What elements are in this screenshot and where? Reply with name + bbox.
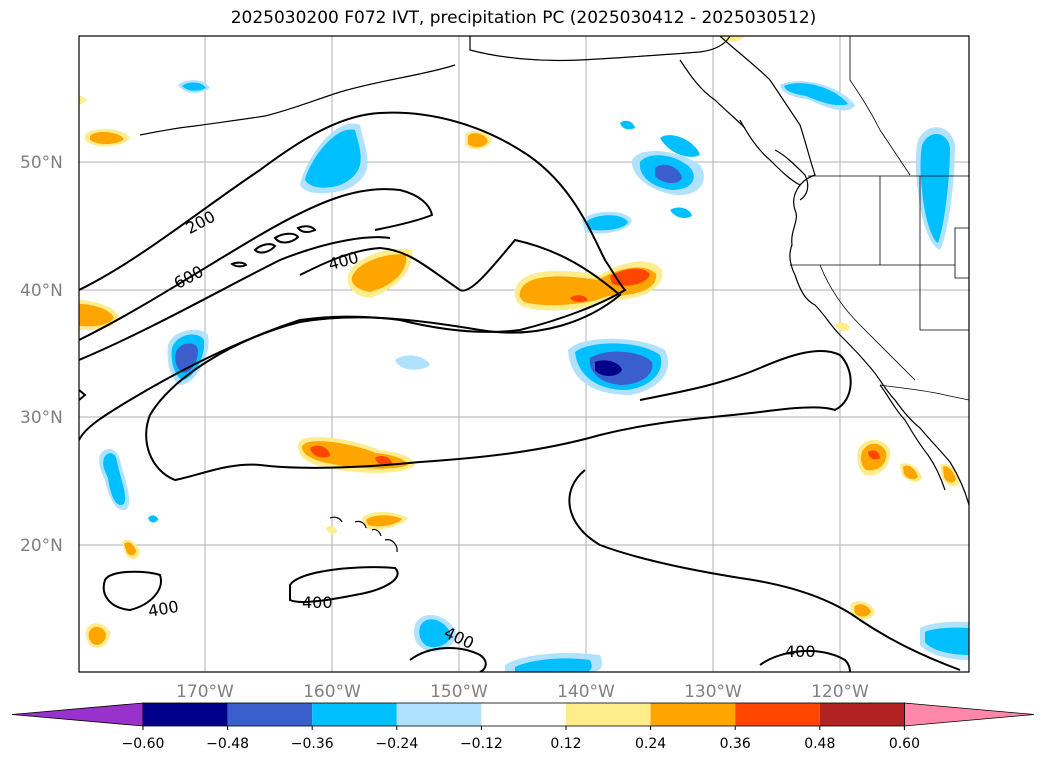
contour-400-bottom	[409, 647, 487, 672]
colorbar-segment	[143, 703, 228, 726]
colorbar-tick-label: 0.24	[635, 736, 666, 752]
lat-label-40n: 40°N	[20, 281, 63, 301]
border-us-mexico	[879, 384, 969, 401]
coast-alaska-south	[469, 36, 731, 62]
blob-neg-16	[148, 515, 158, 523]
lat-label-50n: 50°N	[20, 153, 63, 173]
hawaii	[329, 516, 398, 553]
latitude-labels: 50°N 40°N 30°N 20°N	[20, 153, 63, 556]
colorbar-segment	[227, 703, 313, 726]
ivt-contours	[79, 111, 961, 672]
aleutians	[139, 64, 456, 136]
blob-pos-15	[835, 322, 850, 332]
map-frame	[78, 35, 970, 673]
colorbar: −0.60 −0.48 −0.36 −0.24 −0.12 0.12 0.24 0.36 0.4…	[11, 702, 1035, 752]
contour-400-small-1	[102, 570, 162, 612]
colorbar-tick-label: 0.60	[889, 736, 920, 752]
vancouver-island	[774, 149, 809, 201]
contour-left-edge	[79, 389, 87, 401]
coastlines	[139, 36, 969, 553]
lon-label-160w: 160°W	[303, 682, 361, 702]
border-states-3	[919, 176, 969, 331]
lon-label-150w: 150°W	[430, 682, 488, 702]
lat-label-20n: 20°N	[20, 536, 63, 556]
blob-neg-7	[395, 355, 430, 370]
border-alaska	[849, 36, 911, 176]
colorbar-segment	[650, 703, 736, 726]
lat-label-30n: 30°N	[20, 408, 63, 428]
colorbar-tick-label: −0.60	[122, 736, 165, 752]
contour-600	[79, 188, 434, 341]
colorbar-segment	[396, 703, 482, 726]
lon-label-130w: 130°W	[684, 682, 742, 702]
border-states-4	[819, 264, 916, 381]
coast-baja	[879, 384, 946, 491]
contour-400-low	[145, 349, 852, 482]
contour-400-bottom-right	[759, 649, 851, 672]
colorbar-segment	[481, 703, 566, 726]
lon-label-120w: 120°W	[811, 682, 869, 702]
blob-pos-17	[79, 95, 88, 105]
colorbar-segment	[819, 703, 905, 726]
longitude-labels: 170°W 160°W 150°W 140°W 130°W 120°W	[176, 682, 869, 702]
lon-label-170w: 170°W	[176, 682, 234, 702]
colorbar-tick-label: 0.36	[720, 736, 751, 752]
colorbar-segment	[312, 703, 397, 726]
coast-west-us	[794, 274, 969, 506]
blob-neg-15	[620, 120, 635, 130]
contour-400-small-2	[289, 566, 399, 604]
colorbar-extend-high	[904, 702, 1035, 727]
contour-600-inner	[79, 236, 391, 361]
colorbar-segment	[735, 703, 820, 726]
contour-400-south	[568, 469, 961, 671]
colorbar-segment	[566, 703, 651, 726]
blob-pos-16	[326, 525, 337, 535]
colorbar-tick-label: −0.12	[460, 736, 503, 752]
colorbar-outline	[142, 702, 905, 727]
colorbar-tick-label: 0.48	[804, 736, 835, 752]
contour-400-mid	[149, 238, 622, 416]
colorbar-tick-label: −0.48	[206, 736, 249, 752]
lon-label-140w: 140°W	[557, 682, 615, 702]
colorbar-tick-label: −0.24	[375, 736, 418, 752]
precip-negative-areas	[99, 80, 969, 672]
colorbar-tick-label: 0.12	[550, 736, 581, 752]
map-background	[79, 36, 969, 672]
blob-neg-14	[670, 207, 692, 218]
colorbar-tick-label: −0.36	[291, 736, 334, 752]
borders	[790, 36, 969, 401]
ivt-small-contours	[230, 225, 317, 268]
colorbar-extend-low	[11, 702, 144, 727]
map-title: 2025030200 F072 IVT, precipitation PC (2…	[230, 8, 817, 28]
precip-positive-areas	[79, 36, 960, 648]
contour-label-400-e: 400	[785, 642, 816, 661]
contour-label-400-c: 400	[302, 593, 333, 612]
coast-alaska-bc	[719, 36, 816, 276]
